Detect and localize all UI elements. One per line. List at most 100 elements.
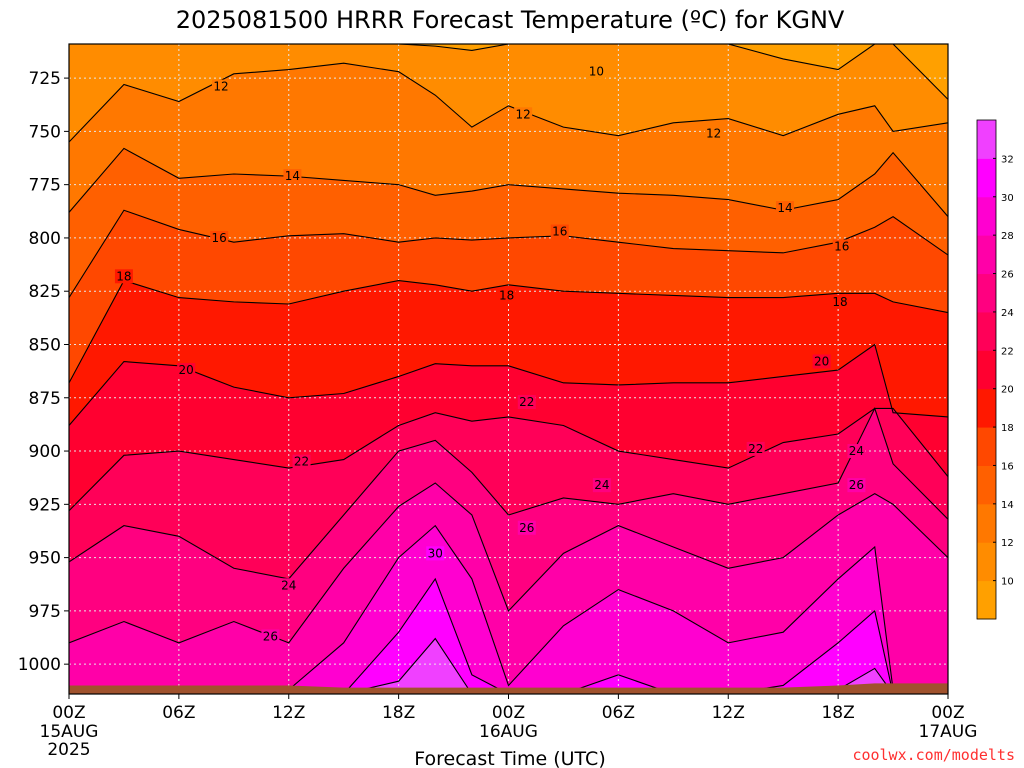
isotherm-label: 26 <box>849 478 864 492</box>
colorbar-frame <box>976 119 997 620</box>
isotherm-30 <box>69 577 948 694</box>
colorbar-swatch <box>977 503 996 543</box>
isotherm-24 <box>69 406 948 580</box>
colorbar: 10 12 14 16 18 20 22 24 26 28 30 32 <box>976 119 1014 620</box>
y-tick-label: 975 <box>29 602 61 622</box>
y-tick-label: 900 <box>29 442 61 462</box>
isotherm-label: 18 <box>832 295 847 309</box>
colorbar-swatch <box>977 465 996 505</box>
colorbar-label: 26 <box>1001 270 1014 281</box>
colorbar-label: 12 <box>1001 538 1014 549</box>
isotherm-label-bg <box>550 224 569 239</box>
axes-layer: 725 750 775 800 825 850 875 900 925 950 975 1000 00Z… <box>18 43 978 760</box>
isotherm-label-bg <box>830 294 849 309</box>
isotherm-label: 12 <box>516 107 531 121</box>
isotherm-label: 26 <box>263 629 278 643</box>
y-tick-label: 775 <box>29 176 61 196</box>
isotherm-label-bg <box>746 441 765 456</box>
x-tick-label: 06Z <box>602 703 635 723</box>
isotherm-10 <box>69 44 948 100</box>
isotherm-14 <box>69 147 948 217</box>
colorbar-label: 30 <box>1001 193 1014 204</box>
x-tick-label: 12Z <box>272 703 305 723</box>
x-tick-label: 18Z <box>382 703 415 723</box>
isotherm-label: 20 <box>179 363 194 377</box>
isotherm-label-bg <box>832 239 851 254</box>
x-tick-date: 15AUG <box>40 722 99 742</box>
x-tick-label: 06Z <box>162 703 195 723</box>
colorbar-swatch <box>977 273 996 313</box>
isotherm-label: 18 <box>499 288 514 302</box>
isotherm-label-bg <box>812 354 831 369</box>
isotherm-layer <box>69 44 948 694</box>
isotherm-label: 16 <box>552 225 567 239</box>
isotherm-label: 12 <box>706 127 721 141</box>
x-tick-label: 12Z <box>712 703 745 723</box>
colorbar-label: 10 <box>1001 577 1014 588</box>
isotherm-label-bg <box>847 478 866 493</box>
isotherm-label: 22 <box>519 395 534 409</box>
isotherm-22 <box>69 407 948 512</box>
colorbar-label: 20 <box>1001 385 1014 396</box>
x-tick-label: 18Z <box>821 703 854 723</box>
isotherm-label-bg <box>847 444 866 459</box>
isotherm-label: 24 <box>594 478 609 492</box>
y-tick-label: 725 <box>29 69 61 89</box>
isotherm-label-bg <box>592 478 611 493</box>
isotherm-label: 10 <box>589 65 604 79</box>
isotherm-label-bg <box>279 578 298 593</box>
x-tick-label: 00Z <box>931 703 964 723</box>
isotherm-label-bg <box>517 520 536 535</box>
temperature-band-26 <box>69 483 948 694</box>
colorbar-label: 14 <box>1001 500 1014 511</box>
isotherm-label-bg <box>426 546 445 561</box>
isotherm-label: 16 <box>834 239 849 253</box>
isotherm-label: 24 <box>281 578 296 592</box>
isotherm-label-bg <box>704 126 723 141</box>
y-tick-label: 925 <box>29 495 61 515</box>
isotherm-label-bg <box>587 64 606 79</box>
colorbar-swatch <box>977 427 996 466</box>
isotherm-label: 20 <box>814 355 829 369</box>
colorbar-label: 32 <box>1001 154 1014 165</box>
isotherm-label: 24 <box>849 444 864 458</box>
isotherm-label-bg <box>292 454 311 469</box>
isotherm-label: 12 <box>213 80 228 94</box>
y-tick-label: 875 <box>29 389 61 409</box>
y-tick-label: 850 <box>29 335 61 355</box>
y-tick-label: 1000 <box>18 655 61 675</box>
isotherm-label-bg <box>283 169 302 184</box>
y-tick-label: 825 <box>29 282 61 302</box>
colorbar-swatch <box>977 580 996 620</box>
x-axis-title: Forecast Time (UTC) <box>414 748 605 768</box>
y-tick-label: 800 <box>29 229 61 249</box>
isotherm-label-bg <box>514 107 533 122</box>
temperature-band-28 <box>69 525 948 694</box>
colorbar-label: 28 <box>1001 231 1014 242</box>
colorbar-swatch <box>977 235 996 275</box>
isotherm-12 <box>69 62 948 143</box>
isotherm-label: 18 <box>116 269 131 283</box>
isotherm-label: 22 <box>294 455 309 469</box>
isotherm-label: 30 <box>428 546 443 560</box>
isotherm-label-bg <box>114 269 133 284</box>
colorbar-swatch <box>977 388 996 428</box>
colorbar-label: 18 <box>1001 423 1014 434</box>
x-tick-date: 17AUG <box>919 722 978 742</box>
isotherm-20 <box>69 343 948 426</box>
x-tick-label: 00Z <box>52 703 85 723</box>
isotherm-label: 22 <box>748 442 763 456</box>
colorbar-swatch <box>977 311 996 351</box>
colorbar-swatch <box>977 158 996 198</box>
ground-layer <box>69 683 948 694</box>
colorbar-swatch <box>977 542 996 582</box>
chart-title: 2025081500 HRRR Forecast Temperature (ºC… <box>176 6 845 34</box>
isotherm-label: 26 <box>519 521 534 535</box>
isotherm-label-layer: 10 12 12 12 14 14 16 16 16 18 18 18 20 20 22 22 22 24 24 24… <box>114 64 866 644</box>
colorbar-label: 24 <box>1001 308 1014 319</box>
y-tick-label: 750 <box>29 122 61 142</box>
y-tick-label: 950 <box>29 549 61 569</box>
ground-surface <box>69 683 948 694</box>
isotherm-label-bg <box>211 79 230 94</box>
